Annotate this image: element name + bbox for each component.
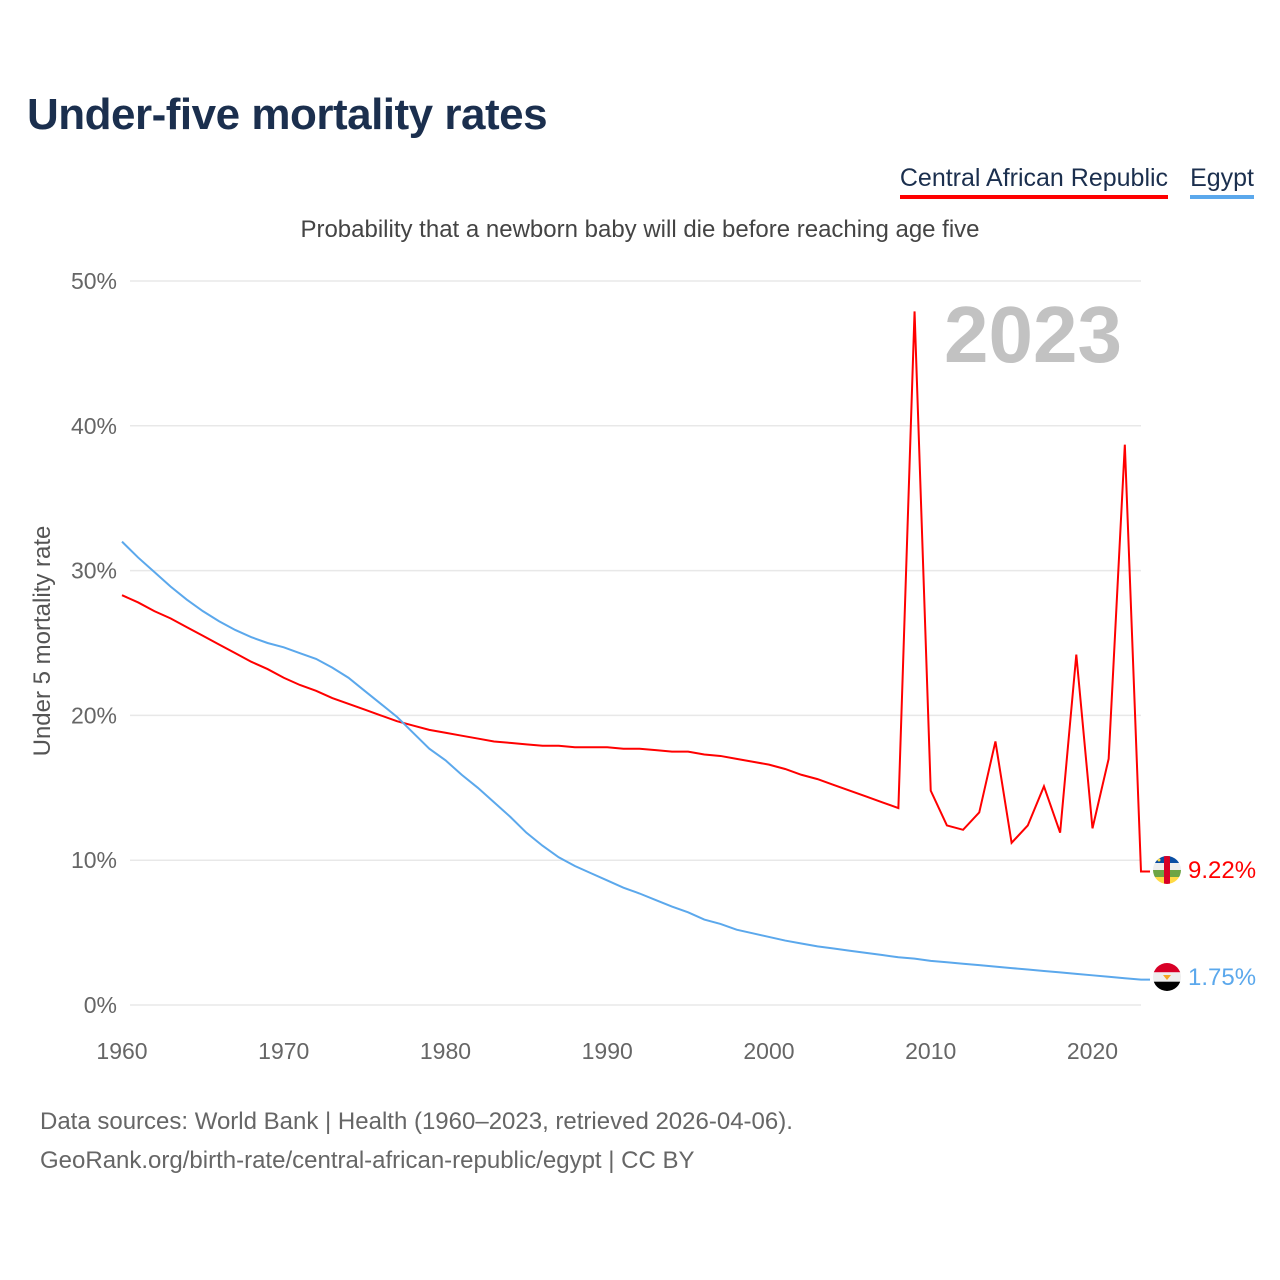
end-value-label: 1.75% xyxy=(1188,964,1256,991)
end-value-label: 9.22% xyxy=(1188,857,1256,884)
legend-item-egypt[interactable]: Egypt xyxy=(1190,164,1254,199)
y-tick-label: 10% xyxy=(71,847,117,873)
legend: Central African Republic Egypt xyxy=(899,164,1254,199)
footer-url: GeoRank.org/birth-rate/central-african-r… xyxy=(40,1147,695,1174)
y-tick-label: 20% xyxy=(71,702,117,728)
legend-item-central-african-republic[interactable]: Central African Republic xyxy=(899,164,1169,199)
x-tick-label: 2020 xyxy=(1067,1038,1118,1064)
chart-title: Under-five mortality rates xyxy=(27,90,548,139)
series-line-central-african-republic xyxy=(121,311,1150,873)
x-tick-label: 2000 xyxy=(743,1038,794,1064)
y-tick-label: 40% xyxy=(71,413,117,439)
y-axis-label: Under 5 mortality rate xyxy=(29,526,56,757)
x-tick-label: 1960 xyxy=(96,1038,147,1064)
x-tick-label: 1980 xyxy=(420,1038,471,1064)
y-tick-label: 30% xyxy=(71,558,117,584)
central-african-republic-flag-icon xyxy=(1153,856,1181,884)
x-tick-label: 1970 xyxy=(258,1038,309,1064)
series-line-egypt xyxy=(121,540,1150,981)
y-tick-label: 50% xyxy=(71,268,117,294)
footer-sources: Data sources: World Bank | Health (1960–… xyxy=(40,1108,793,1135)
x-tick-label: 2010 xyxy=(905,1038,956,1064)
egypt-flag-icon xyxy=(1153,963,1181,991)
chart-subtitle: Probability that a newborn baby will die… xyxy=(300,216,980,243)
x-tick-label: 1990 xyxy=(582,1038,633,1064)
y-tick-label: 0% xyxy=(84,992,117,1018)
current-year-label: 2023 xyxy=(944,290,1122,379)
